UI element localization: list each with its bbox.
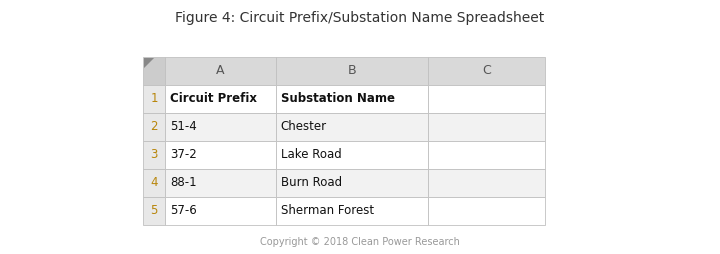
Text: C: C <box>482 65 491 77</box>
Bar <box>428 197 545 225</box>
Bar <box>428 169 545 197</box>
Bar <box>165 85 276 113</box>
Text: 1: 1 <box>150 92 158 105</box>
Text: Figure 4: Circuit Prefix/Substation Name Spreadsheet: Figure 4: Circuit Prefix/Substation Name… <box>176 11 544 25</box>
Bar <box>165 169 276 197</box>
Bar <box>165 197 276 225</box>
Text: 51-4: 51-4 <box>170 120 197 134</box>
Bar <box>276 57 428 85</box>
Bar <box>165 113 276 141</box>
Text: Burn Road: Burn Road <box>281 177 342 189</box>
Bar <box>276 141 428 169</box>
Bar <box>165 57 276 85</box>
Bar <box>276 197 428 225</box>
Text: 88-1: 88-1 <box>170 177 197 189</box>
Text: B: B <box>348 65 356 77</box>
Text: 2: 2 <box>150 120 158 134</box>
Text: 4: 4 <box>150 177 158 189</box>
Text: Sherman Forest: Sherman Forest <box>281 204 374 217</box>
Text: Substation Name: Substation Name <box>281 92 395 105</box>
Bar <box>143 85 165 113</box>
Bar <box>143 57 165 85</box>
Text: 37-2: 37-2 <box>170 149 197 162</box>
Bar <box>276 169 428 197</box>
Text: Chester: Chester <box>281 120 327 134</box>
Bar <box>165 141 276 169</box>
Bar <box>276 113 428 141</box>
Polygon shape <box>144 58 154 68</box>
Bar <box>276 85 428 113</box>
Text: 3: 3 <box>150 149 158 162</box>
Bar <box>428 141 545 169</box>
Text: Copyright © 2018 Clean Power Research: Copyright © 2018 Clean Power Research <box>260 237 460 247</box>
Text: A: A <box>216 65 225 77</box>
Bar <box>143 113 165 141</box>
Bar <box>428 85 545 113</box>
Bar <box>143 141 165 169</box>
Bar <box>428 113 545 141</box>
Text: 57-6: 57-6 <box>170 204 197 217</box>
Text: Lake Road: Lake Road <box>281 149 341 162</box>
Bar <box>428 57 545 85</box>
Bar <box>143 197 165 225</box>
Bar <box>143 169 165 197</box>
Text: Circuit Prefix: Circuit Prefix <box>170 92 257 105</box>
Text: 5: 5 <box>150 204 158 217</box>
